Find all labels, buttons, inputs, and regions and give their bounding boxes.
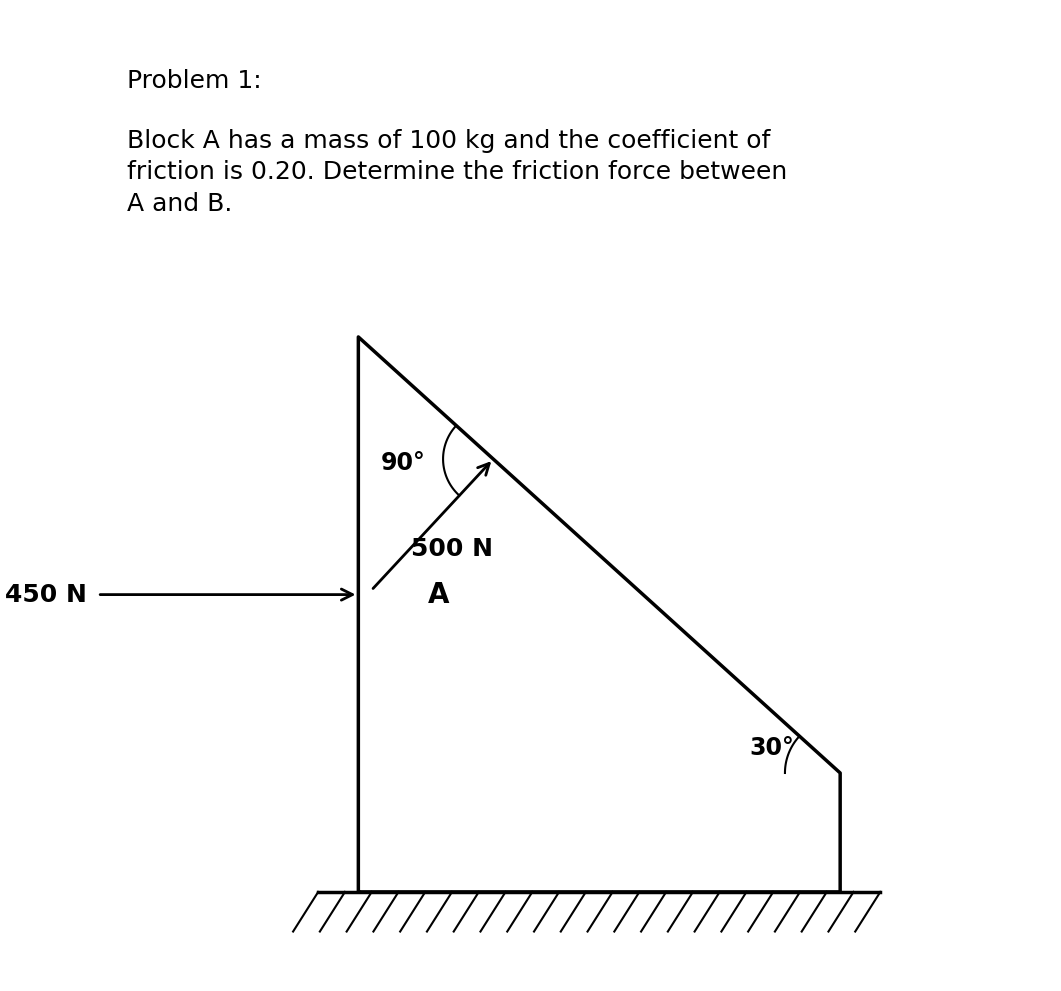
Text: 450 N: 450 N xyxy=(5,583,87,606)
Text: Problem 1:: Problem 1: xyxy=(127,69,262,93)
Text: Block A has a mass of 100 kg and the coefficient of
friction is 0.20. Determine : Block A has a mass of 100 kg and the coe… xyxy=(127,129,787,216)
Text: A: A xyxy=(428,581,450,608)
Text: 500 N: 500 N xyxy=(412,537,493,561)
Text: 90°: 90° xyxy=(381,451,425,475)
Text: 30°: 30° xyxy=(750,736,795,760)
